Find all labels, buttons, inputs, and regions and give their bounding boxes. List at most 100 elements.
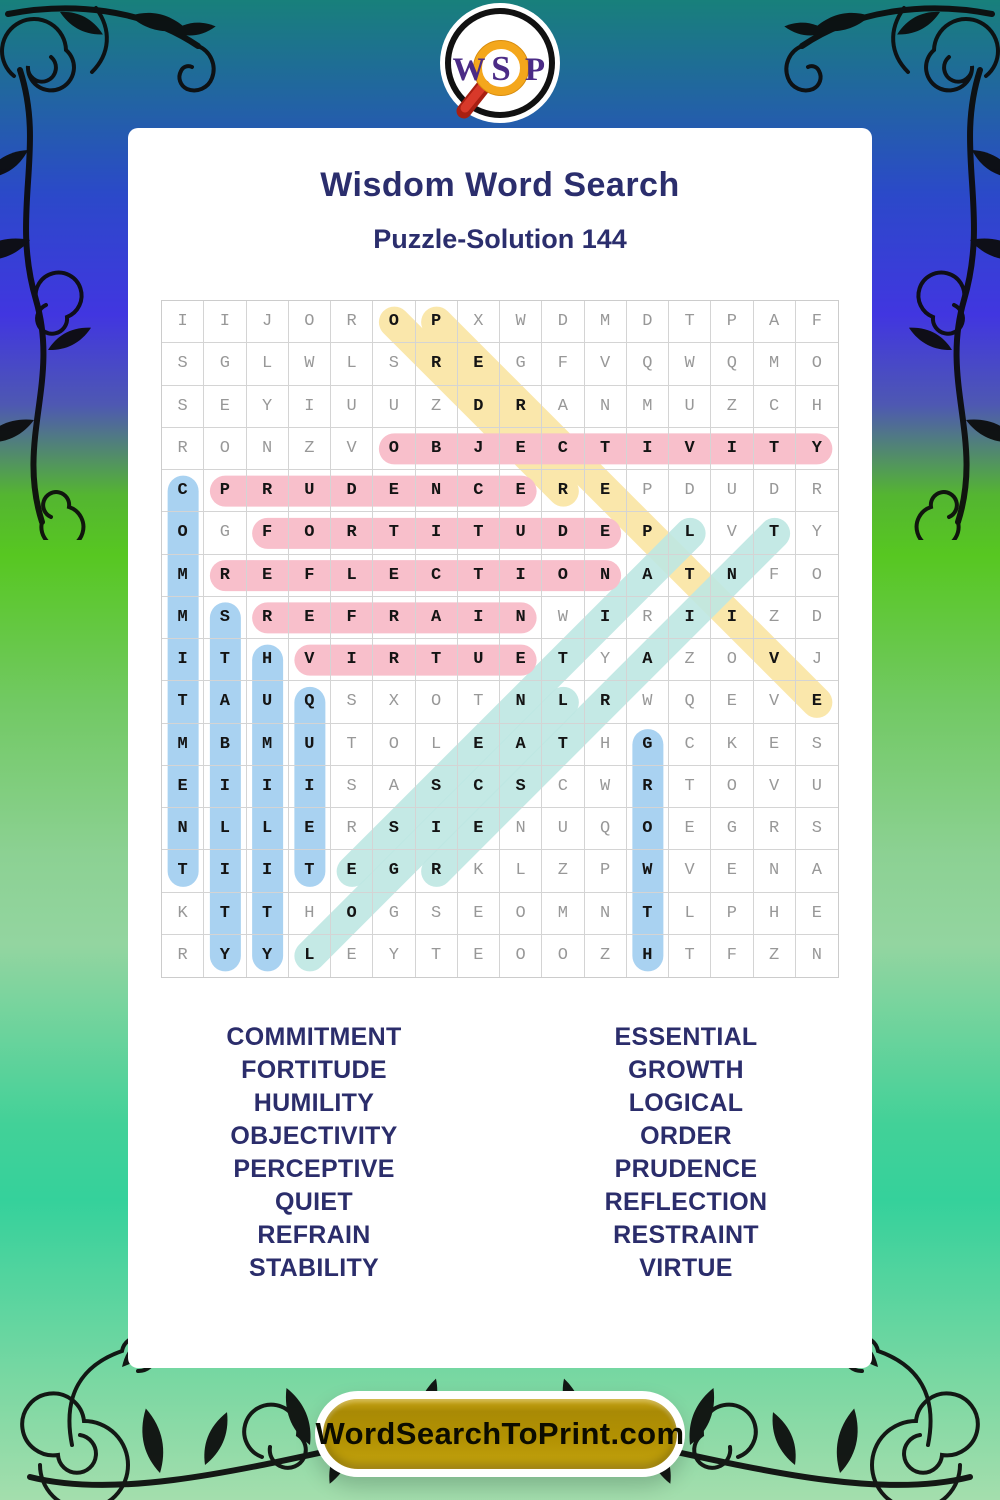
grid-cell: X bbox=[373, 681, 416, 724]
grid-cell: S bbox=[162, 343, 205, 386]
grid-cell: Z bbox=[542, 850, 585, 893]
grid-cell: K bbox=[457, 850, 500, 893]
grid-cell: Y bbox=[247, 934, 289, 977]
grid-cell: N bbox=[500, 596, 543, 639]
grid-cell: L bbox=[500, 850, 543, 893]
grid-cell: I bbox=[500, 554, 543, 597]
word-list-left: COMMITMENT FORTITUDE HUMILITY OBJECTIVITY PE… bbox=[128, 1021, 500, 1285]
grid-cell: L bbox=[246, 343, 289, 386]
grid-cell: E bbox=[795, 681, 838, 724]
grid-cell: I bbox=[331, 639, 374, 682]
grid-cell: C bbox=[415, 554, 458, 597]
grid-cell: R bbox=[373, 639, 416, 682]
grid-cell: R bbox=[331, 512, 374, 555]
grid-cell: W bbox=[542, 596, 585, 639]
grid-cell: I bbox=[415, 512, 458, 555]
grid-cell: I bbox=[204, 301, 247, 344]
grid-cell: V bbox=[753, 681, 796, 724]
grid-cell: Q bbox=[584, 808, 627, 851]
grid-cell: I bbox=[162, 301, 205, 344]
grid-cell: C bbox=[542, 765, 585, 808]
grid-cell: B bbox=[415, 427, 458, 470]
grid-cell: O bbox=[626, 808, 669, 851]
grid-cell: I bbox=[626, 427, 669, 470]
grid-cell: E bbox=[500, 427, 543, 470]
grid-cell: U bbox=[500, 512, 543, 555]
grid-cell: E bbox=[331, 934, 374, 977]
grid-cell: N bbox=[753, 850, 796, 893]
grid-cell: Y bbox=[795, 428, 838, 470]
grid-cell: S bbox=[331, 765, 374, 808]
grid-cell: V bbox=[669, 427, 712, 470]
grid-cell: T bbox=[373, 512, 416, 555]
grid-cell: O bbox=[500, 934, 543, 977]
grid-cell: T bbox=[542, 723, 585, 766]
grid-cell: S bbox=[415, 892, 458, 935]
grid-cell: R bbox=[500, 385, 543, 428]
logo-letter-p: P bbox=[525, 52, 545, 88]
grid-cell: I bbox=[457, 596, 500, 639]
grid-cell: N bbox=[246, 427, 289, 470]
grid-cell: T bbox=[753, 427, 796, 470]
word-list-item: PRUDENCE bbox=[614, 1155, 758, 1183]
grid-cell: P bbox=[204, 470, 247, 513]
grid-cell: Y bbox=[795, 512, 838, 555]
grid-cell: A bbox=[753, 301, 796, 344]
grid-cell: L bbox=[542, 681, 585, 724]
grid-cell: G bbox=[204, 343, 247, 386]
grid-cell: T bbox=[246, 892, 289, 935]
grid-cell: E bbox=[458, 934, 500, 977]
word-list-item: FORTITUDE bbox=[241, 1056, 387, 1084]
grid-cell: S bbox=[415, 765, 458, 808]
grid-cell: O bbox=[288, 301, 331, 344]
grid-cell: T bbox=[162, 850, 205, 893]
grid-cell: S bbox=[373, 343, 416, 386]
grid-cell: W bbox=[626, 681, 669, 724]
grid-cell: Q bbox=[669, 681, 712, 724]
grid-cell: P bbox=[711, 301, 754, 344]
grid-cell: T bbox=[669, 301, 712, 344]
grid-cell: A bbox=[795, 850, 838, 893]
grid-cell: W bbox=[626, 850, 669, 893]
grid-cell: T bbox=[204, 892, 247, 935]
grid-cell: R bbox=[584, 681, 627, 724]
grid-cell: R bbox=[204, 554, 247, 597]
grid-cell: M bbox=[162, 596, 205, 639]
word-list-item: VIRTUE bbox=[639, 1254, 733, 1282]
grid-cell: T bbox=[542, 639, 585, 682]
grid-cell: D bbox=[669, 470, 712, 513]
grid-cell: M bbox=[626, 385, 669, 428]
grid-cell: I bbox=[669, 596, 712, 639]
grid-cell: V bbox=[669, 850, 712, 893]
grid-cell: S bbox=[331, 681, 374, 724]
grid-cell: C bbox=[162, 470, 205, 513]
grid-cell: O bbox=[373, 427, 416, 470]
grid-cell: B bbox=[204, 723, 247, 766]
grid-cell: E bbox=[500, 639, 543, 682]
grid-cell: E bbox=[584, 512, 627, 555]
grid-cell: S bbox=[162, 385, 205, 428]
grid-cell: E bbox=[711, 850, 754, 893]
grid-cell: H bbox=[627, 934, 669, 977]
word-lists: COMMITMENT FORTITUDE HUMILITY OBJECTIVITY PE… bbox=[128, 1021, 872, 1285]
grid-cell: N bbox=[584, 385, 627, 428]
word-list-item: ESSENTIAL bbox=[614, 1023, 758, 1051]
grid-cell: Q bbox=[288, 681, 331, 724]
grid-cell: A bbox=[373, 765, 416, 808]
grid-cell: R bbox=[626, 596, 669, 639]
grid-cell: I bbox=[415, 808, 458, 851]
grid-cell: D bbox=[542, 301, 585, 344]
grid-cell: R bbox=[246, 470, 289, 513]
grid-cell: K bbox=[711, 723, 754, 766]
grid-cell: C bbox=[753, 385, 796, 428]
grid-cell: A bbox=[500, 723, 543, 766]
wsp-logo: W S P bbox=[440, 3, 560, 123]
word-list-item: PERCEPTIVE bbox=[233, 1155, 395, 1183]
website-link-button[interactable]: WordSearchToPrint.com bbox=[315, 1391, 685, 1477]
grid-cell: E bbox=[457, 808, 500, 851]
grid-cell: E bbox=[669, 808, 712, 851]
grid-cell: V bbox=[584, 343, 627, 386]
grid-cell: R bbox=[331, 808, 374, 851]
grid-cell: E bbox=[288, 808, 331, 851]
